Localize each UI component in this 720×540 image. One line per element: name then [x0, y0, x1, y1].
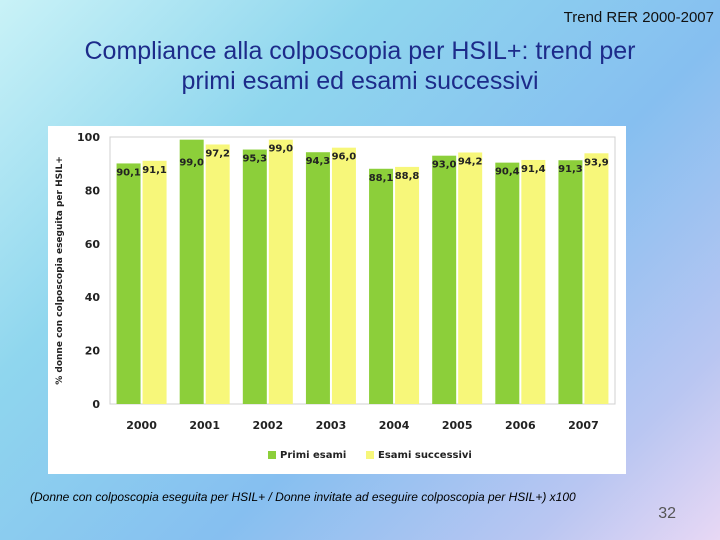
- slide-title: Compliance alla colposcopia per HSIL+: t…: [20, 36, 700, 96]
- bar-primi-esami-2007: [558, 160, 583, 404]
- slide-title-line-1: Compliance alla colposcopia per HSIL+: t…: [84, 37, 636, 65]
- bar-esami-successivi-2004: [395, 166, 420, 404]
- x-tick-label-2005: 2005: [442, 419, 473, 432]
- bar-primi-esami-2006: [495, 162, 520, 404]
- data-label-primi-esami-2005: 93,0: [432, 160, 457, 171]
- x-tick-label-2004: 2004: [379, 419, 410, 432]
- data-label-esami-successivi-2002: 99,0: [268, 144, 293, 155]
- bar-primi-esami-2002: [242, 149, 267, 404]
- x-tick-label-2007: 2007: [568, 419, 599, 432]
- x-tick-label-2006: 2006: [505, 419, 536, 432]
- formula-note: (Donne con colposcopia eseguita per HSIL…: [30, 490, 576, 504]
- bar-esami-successivi-2007: [584, 153, 609, 404]
- data-label-primi-esami-2002: 95,3: [242, 154, 267, 165]
- data-label-primi-esami-2000: 90,1: [116, 167, 141, 178]
- slide-title-line-2: primi esami ed esami successivi: [181, 67, 539, 95]
- bar-esami-successivi-2000: [142, 160, 167, 404]
- data-label-primi-esami-2001: 99,0: [179, 158, 204, 169]
- bar-chart: % donne con colposcopia eseguita per HSI…: [55, 131, 616, 461]
- legend-label-primi-esami: Primi esami: [280, 450, 346, 461]
- bar-esami-successivi-2006: [521, 159, 546, 404]
- bar-esami-successivi-2001: [205, 144, 230, 404]
- bar-esami-successivi-2003: [331, 147, 356, 404]
- data-label-primi-esami-2006: 90,4: [495, 167, 520, 178]
- data-label-primi-esami-2004: 88,1: [369, 173, 394, 184]
- y-tick-label-3: 60: [85, 238, 101, 251]
- x-tick-label-2001: 2001: [189, 419, 220, 432]
- legend-label-esami-successivi: Esami successivi: [378, 450, 472, 461]
- data-label-esami-successivi-2000: 91,1: [142, 165, 167, 176]
- y-tick-label-1: 20: [85, 345, 101, 358]
- legend-swatch-primi-esami: [268, 451, 276, 459]
- x-tick-label-2002: 2002: [253, 419, 284, 432]
- y-tick-label-5: 100: [77, 131, 100, 144]
- data-label-esami-successivi-2006: 91,4: [521, 164, 546, 175]
- data-label-primi-esami-2007: 91,3: [558, 164, 583, 175]
- bar-primi-esami-2000: [116, 163, 141, 404]
- data-label-esami-successivi-2001: 97,2: [205, 148, 230, 159]
- bar-esami-successivi-2002: [268, 139, 293, 405]
- data-label-esami-successivi-2007: 93,9: [584, 157, 609, 168]
- y-tick-label-0: 0: [92, 398, 100, 411]
- plot-area-border: [109, 136, 616, 405]
- x-tick-label-2003: 2003: [316, 419, 347, 432]
- data-label-esami-successivi-2004: 88,8: [395, 171, 420, 182]
- trend-caption: Trend RER 2000-2007: [563, 9, 714, 26]
- y-tick-label-2: 40: [85, 291, 101, 304]
- slide-number: 32: [658, 505, 676, 522]
- bar-primi-esami-2003: [305, 152, 330, 404]
- y-axis-label: % donne con colposcopia eseguita per HSI…: [55, 156, 65, 385]
- bar-primi-esami-2004: [369, 168, 394, 404]
- x-tick-label-2000: 2000: [126, 419, 157, 432]
- chart-panel: % donne con colposcopia eseguita per HSI…: [48, 126, 626, 474]
- data-label-esami-successivi-2005: 94,2: [458, 156, 483, 167]
- y-tick-label-4: 80: [85, 184, 101, 197]
- bar-primi-esami-2005: [432, 155, 457, 404]
- data-label-esami-successivi-2003: 96,0: [332, 152, 357, 163]
- legend-swatch-esami-successivi: [366, 451, 374, 459]
- data-label-primi-esami-2003: 94,3: [306, 156, 331, 167]
- bar-esami-successivi-2005: [458, 152, 483, 404]
- bar-primi-esami-2001: [179, 139, 204, 405]
